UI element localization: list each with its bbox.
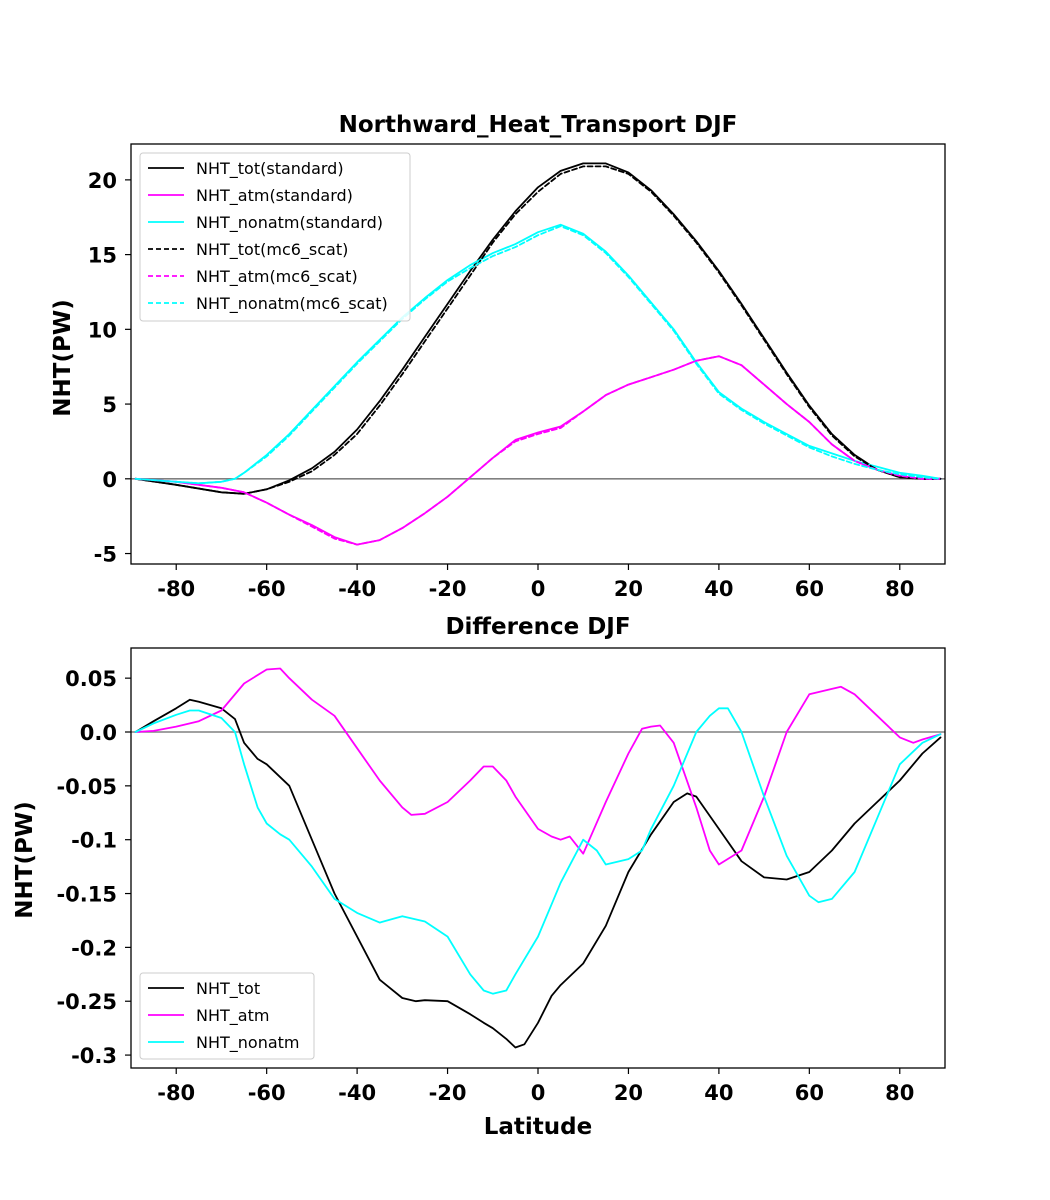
y-tick-label: 0.0 xyxy=(80,721,117,745)
y-tick-label: 15 xyxy=(88,244,117,268)
y-axis-label: NHT(PW) xyxy=(50,299,76,416)
y-tick-label: 10 xyxy=(88,318,117,342)
legend: NHT_tot(standard) NHT_atm(standard) NHT_no… xyxy=(139,152,411,322)
legend-label: NHT_tot(standard) xyxy=(196,159,344,179)
x-tick-label: -60 xyxy=(248,577,286,601)
legend-label: NHT_nonatm(standard) xyxy=(196,213,383,233)
y-tick-label: -0.3 xyxy=(71,1044,117,1068)
y-tick-label: -0.2 xyxy=(71,936,117,960)
x-tick-label: -60 xyxy=(248,1081,286,1105)
panel-top: Northward_Heat_Transport DJF -80 -60 -40 -2… xyxy=(50,112,946,601)
series-line-nht-tot-mc6-scat xyxy=(134,165,942,495)
series-line-nht-atm-mc6-scat xyxy=(134,355,942,546)
series-line-nht-atm-standard xyxy=(134,355,942,546)
legend-box xyxy=(139,152,411,322)
series-line-nht-tot-standard xyxy=(134,162,942,495)
y-tick-label: -0.25 xyxy=(56,990,117,1014)
x-tick-label: 40 xyxy=(704,1081,733,1105)
x-tick-label: 80 xyxy=(885,577,914,601)
y-tick-label: -0.05 xyxy=(56,775,117,799)
x-tick-label: -80 xyxy=(157,577,195,601)
legend-label: NHT_tot xyxy=(196,979,260,999)
y-tick-label: 0.05 xyxy=(65,667,117,691)
x-tick-label: 20 xyxy=(614,1081,643,1105)
y-tick-label: -0.15 xyxy=(56,883,117,907)
legend-label: NHT_nonatm xyxy=(196,1033,300,1053)
x-tick-label: 80 xyxy=(885,1081,914,1105)
legend-label: NHT_atm xyxy=(196,1006,269,1026)
x-tick-label: 40 xyxy=(704,577,733,601)
legend-label: NHT_nonatm(mc6_scat) xyxy=(196,294,388,314)
legend-box xyxy=(139,972,315,1060)
y-tick-label: -0.1 xyxy=(71,829,117,853)
x-tick-label: -20 xyxy=(429,577,467,601)
x-tick-label: -40 xyxy=(338,1081,376,1105)
series-line-nht-tot xyxy=(134,698,942,1049)
legend-label: NHT_atm(mc6_scat) xyxy=(196,267,358,287)
x-tick-label: -80 xyxy=(157,1081,195,1105)
x-tick-label: -20 xyxy=(429,1081,467,1105)
x-tick-label: -40 xyxy=(338,577,376,601)
y-tick-label: 0 xyxy=(102,468,117,492)
legend-label: NHT_tot(mc6_scat) xyxy=(196,240,348,260)
y-tick-label: -5 xyxy=(94,543,117,567)
legend-label: NHT_atm(standard) xyxy=(196,186,353,206)
y-tick-label: 20 xyxy=(88,169,117,193)
x-tick-label: 0 xyxy=(531,1081,546,1105)
y-tick-label: 5 xyxy=(102,393,117,417)
y-axis-label: NHT(PW) xyxy=(12,801,38,918)
series-line-nht-nonatm-standard xyxy=(134,223,942,485)
x-tick-label: 60 xyxy=(795,577,824,601)
x-tick-label: 20 xyxy=(614,577,643,601)
chart-title: Difference DJF xyxy=(445,614,630,640)
legend: NHT_tot NHT_atm NHT_nonatm xyxy=(139,972,315,1060)
x-tick-label: 0 xyxy=(531,577,546,601)
series-line-nht-atm xyxy=(134,667,942,866)
chart-title: Northward_Heat_Transport DJF xyxy=(339,112,738,138)
series-line-nht-nonatm xyxy=(134,707,942,995)
panel-bottom: Difference DJF -80 -60 -40 -20 0 20 40 60 80 -0.3… xyxy=(12,614,946,1140)
x-tick-label: 60 xyxy=(795,1081,824,1105)
series-line-nht-nonatm-mc6-scat xyxy=(134,225,942,485)
x-axis-label: Latitude xyxy=(484,1114,593,1140)
